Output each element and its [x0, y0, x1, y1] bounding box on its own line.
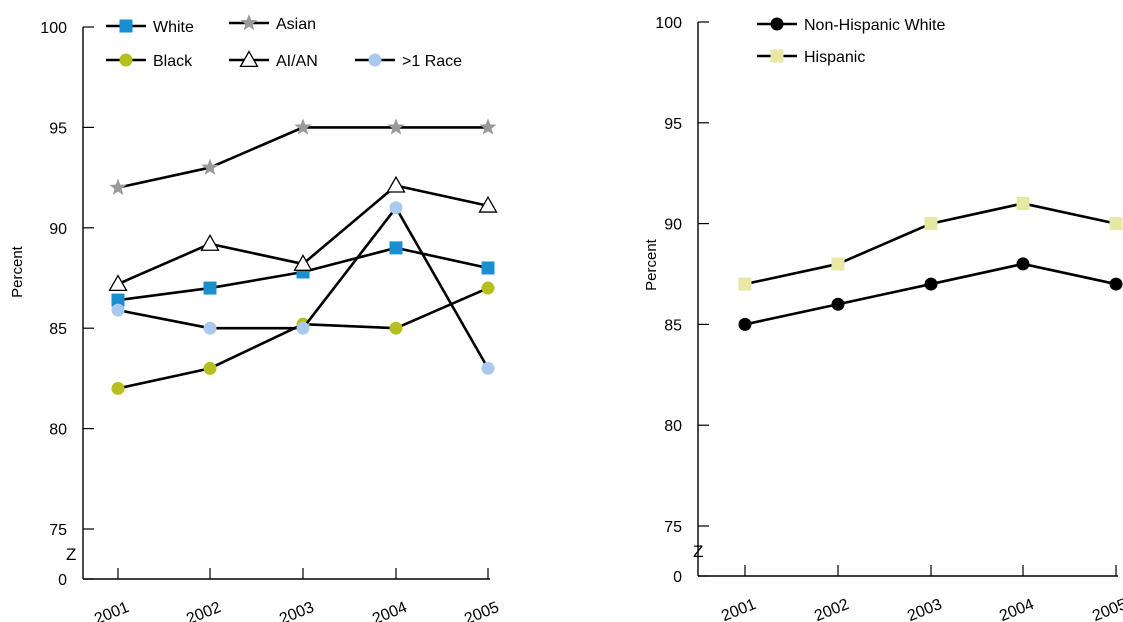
data-point-1-race	[296, 321, 310, 335]
legend-marker	[119, 19, 133, 33]
series-hispanic	[738, 196, 1123, 291]
x-tick-label: 2004	[370, 599, 409, 622]
y-tick-label: 90	[664, 217, 682, 234]
data-point-non-hispanic-white	[924, 277, 938, 291]
data-point-black	[203, 361, 217, 375]
legend-label: Black	[153, 53, 193, 70]
x-tick-label: 2003	[905, 596, 944, 622]
legend-marker	[239, 50, 259, 68]
y-tick-label: 75	[664, 519, 682, 536]
data-point-ai-an	[200, 234, 220, 251]
legend-item-non-hispanic-white: Non-Hispanic White	[757, 17, 945, 34]
data-point-ai-an	[293, 254, 313, 271]
legend-item-hispanic: Hispanic	[757, 49, 865, 66]
series-black	[111, 281, 495, 395]
x-tick-label: 2002	[812, 596, 851, 622]
legend-label: Hispanic	[804, 49, 865, 66]
legend-marker	[368, 53, 382, 67]
data-point-hispanic	[1109, 217, 1123, 231]
data-point-white	[389, 241, 403, 255]
data-point-asian	[479, 118, 497, 135]
data-point-hispanic	[831, 257, 845, 271]
data-point-black	[389, 321, 403, 335]
data-point-non-hispanic-white	[831, 297, 845, 311]
x-tick-label: 2001	[719, 596, 758, 622]
data-point-black	[111, 381, 125, 395]
axis-break-symbol: Z	[693, 542, 703, 561]
data-point-non-hispanic-white	[1016, 257, 1030, 271]
series-non-hispanic-white	[738, 257, 1123, 331]
y-tick-label: 0	[58, 572, 67, 589]
data-point-non-hispanic-white	[1109, 277, 1123, 291]
legend-item-black: Black	[106, 53, 193, 70]
y-axis-label: Percent	[9, 245, 26, 298]
legend-item-ai-an: AI/AN	[229, 50, 318, 70]
data-point-asian	[387, 118, 405, 135]
x-tick-label: 2001	[92, 599, 131, 622]
series-line-asian	[117, 126, 488, 189]
legend-label: White	[153, 19, 194, 36]
legend-marker	[119, 53, 133, 67]
data-point-asian	[109, 178, 127, 195]
x-tick-label: 2004	[997, 596, 1036, 622]
legend-item-asian: Asian	[229, 14, 316, 33]
legend-marker	[770, 17, 784, 31]
x-tick-label: 2005	[1090, 596, 1123, 622]
y-tick-label: 100	[655, 15, 682, 32]
y-axis-label: Percent	[643, 238, 660, 291]
data-point-hispanic	[924, 217, 938, 231]
series-white	[111, 241, 495, 307]
x-tick-label: 2005	[462, 599, 501, 622]
legend-marker	[770, 49, 784, 63]
x-tick-label: 2003	[277, 599, 316, 622]
data-point-white	[481, 261, 495, 275]
y-tick-label: 85	[49, 321, 67, 338]
legend-item-1-race: >1 Race	[355, 53, 462, 70]
axis-break-symbol: Z	[66, 545, 76, 564]
right-chart-ethnicity: Z 100 95 90 85 80 75 0 Percent 2001 2002 2003 2004 20…	[643, 15, 1123, 622]
series-asian	[109, 118, 497, 195]
data-point-hispanic	[738, 277, 752, 291]
y-tick-label: 95	[664, 116, 682, 133]
legend-item-white: White	[106, 19, 194, 36]
y-tick-label: 90	[49, 221, 67, 238]
y-tick-label: 85	[664, 317, 682, 334]
legend-label: >1 Race	[402, 53, 462, 70]
y-tick-label: 75	[49, 522, 67, 539]
x-tick-label: 2002	[184, 599, 223, 622]
data-point-1-race	[481, 361, 495, 375]
data-point-1-race	[203, 321, 217, 335]
series-ai-an	[108, 175, 498, 292]
data-point-white	[111, 293, 125, 307]
data-point-ai-an	[386, 175, 406, 193]
data-point-1-race	[389, 201, 403, 215]
left-chart-race: Z 100 95 90 85 80 75 0 Percent 2001 2002 2003 2004 20…	[9, 14, 502, 622]
data-point-asian	[294, 118, 312, 135]
legend-label: Asian	[276, 16, 316, 33]
legend-label: Non-Hispanic White	[804, 17, 945, 34]
legend-marker	[240, 14, 258, 31]
data-point-hispanic	[1016, 196, 1030, 210]
data-point-ai-an	[478, 195, 498, 213]
data-point-white	[203, 281, 217, 295]
data-point-asian	[201, 158, 219, 175]
data-point-1-race	[111, 303, 125, 317]
y-tick-label: 100	[40, 20, 67, 37]
data-point-ai-an	[108, 274, 128, 292]
y-tick-label: 0	[673, 569, 682, 586]
y-tick-label: 80	[664, 418, 682, 435]
data-point-non-hispanic-white	[738, 317, 752, 331]
data-point-black	[481, 281, 495, 295]
series-1-race	[111, 201, 495, 375]
series-line-1-race	[117, 206, 490, 370]
y-tick-label: 95	[49, 120, 67, 137]
series-line-black	[117, 286, 489, 390]
legend-label: AI/AN	[276, 53, 318, 70]
y-tick-label: 80	[49, 422, 67, 439]
